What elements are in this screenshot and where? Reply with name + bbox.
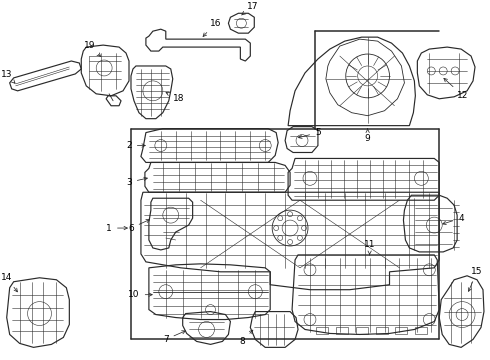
Text: 15: 15 — [468, 267, 483, 291]
Text: 5: 5 — [298, 128, 321, 138]
Text: 17: 17 — [242, 2, 258, 15]
Text: 10: 10 — [128, 290, 152, 299]
Text: 16: 16 — [203, 19, 221, 36]
Text: 19: 19 — [83, 41, 100, 57]
Text: 9: 9 — [365, 129, 370, 143]
Text: 8: 8 — [240, 330, 253, 346]
Text: 18: 18 — [166, 93, 184, 103]
Text: 13: 13 — [1, 71, 15, 83]
Text: 14: 14 — [1, 273, 18, 292]
Text: 11: 11 — [364, 240, 375, 255]
Text: 12: 12 — [444, 78, 469, 100]
Text: 4: 4 — [442, 213, 464, 225]
Text: 7: 7 — [163, 331, 185, 344]
Text: 6: 6 — [128, 220, 149, 233]
Text: 2: 2 — [126, 141, 145, 150]
Text: 3: 3 — [126, 177, 147, 187]
Text: 1: 1 — [106, 224, 127, 233]
